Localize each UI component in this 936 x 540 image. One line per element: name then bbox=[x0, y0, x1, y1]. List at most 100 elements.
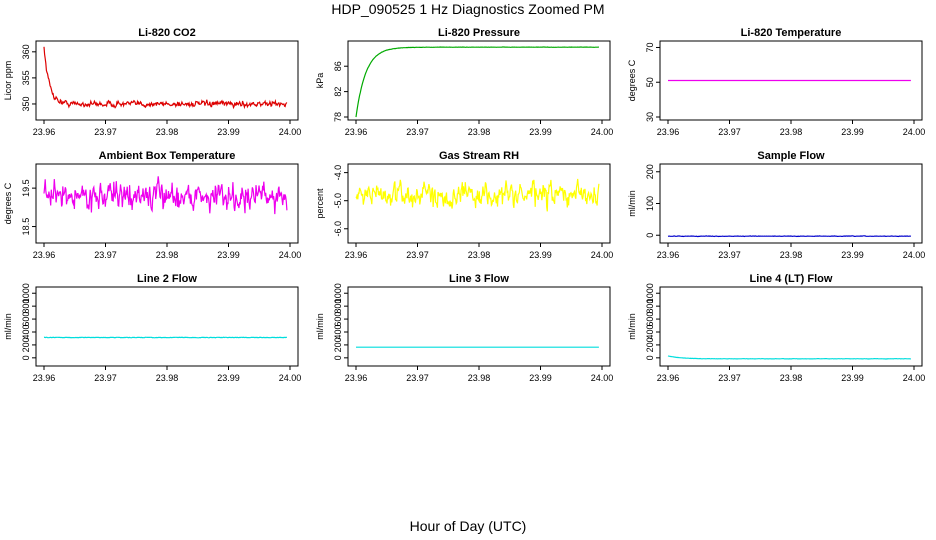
panel-6: Sample Flow ml/min 0 100 200 23.96 23.97 23.98 2… bbox=[627, 150, 925, 260]
panel-5: Gas Stream RH percent -6.0 -5.0 -4.0 23.96 23.… bbox=[315, 150, 613, 260]
plot-frame bbox=[347, 163, 611, 244]
x-tick-label: 23.99 bbox=[841, 373, 864, 383]
y-tick-label: 800 bbox=[645, 299, 655, 314]
y-tick-label: 200 bbox=[333, 337, 343, 352]
panel-1: Li-820 CO2 Licor ppm 350 355 360 23.96 23.97 23… bbox=[3, 27, 301, 137]
x-tick-label: 23.97 bbox=[718, 250, 741, 260]
panel-title: Line 4 (LT) Flow bbox=[750, 273, 833, 285]
x-tick-label: 23.96 bbox=[345, 373, 368, 383]
x-tick-label: 24.00 bbox=[279, 127, 302, 137]
y-tick-label: 200 bbox=[645, 164, 655, 179]
plot-frame bbox=[35, 163, 299, 244]
y-tick-label: 30 bbox=[645, 112, 655, 122]
x-tick-label: 23.98 bbox=[780, 250, 803, 260]
y-tick-label: -4.0 bbox=[333, 165, 343, 181]
x-tick-label: 23.99 bbox=[217, 373, 240, 383]
x-tick-label: 23.97 bbox=[94, 250, 117, 260]
x-tick-label: 23.96 bbox=[345, 250, 368, 260]
panel-title: Li-820 CO2 bbox=[138, 27, 195, 39]
panel-title: Sample Flow bbox=[757, 150, 825, 162]
series-line bbox=[667, 235, 912, 238]
series-line bbox=[355, 178, 600, 212]
y-tick-label: 350 bbox=[21, 96, 31, 111]
y-tick-label: 0 bbox=[333, 355, 343, 360]
y-tick-label: 800 bbox=[333, 299, 343, 314]
y-tick-label: 0 bbox=[645, 233, 655, 238]
y-tick-label: 200 bbox=[21, 337, 31, 352]
x-tick-label: 23.96 bbox=[33, 250, 56, 260]
series-line bbox=[355, 46, 599, 118]
panel-3: Li-820 Temperature degrees C 30 50 70 23.96 23… bbox=[627, 27, 925, 137]
x-tick-label: 23.98 bbox=[468, 250, 491, 260]
y-axis-label: ml/min bbox=[3, 313, 13, 340]
y-axis-label: Licor ppm bbox=[3, 61, 13, 101]
y-tick-label: 19.5 bbox=[21, 179, 31, 197]
y-tick-label: 0 bbox=[21, 355, 31, 360]
panel-title: Gas Stream RH bbox=[439, 150, 519, 162]
x-tick-label: 23.99 bbox=[841, 250, 864, 260]
y-tick-label: -5.0 bbox=[333, 193, 343, 209]
y-tick-label: 78 bbox=[333, 112, 343, 122]
y-tick-label: 400 bbox=[333, 324, 343, 339]
panel-title: Ambient Box Temperature bbox=[99, 150, 236, 162]
plot-frame bbox=[659, 163, 923, 244]
y-axis-label: ml/min bbox=[315, 313, 325, 340]
x-tick-label: 23.98 bbox=[156, 373, 179, 383]
x-tick-label: 24.00 bbox=[591, 250, 614, 260]
x-tick-label: 23.98 bbox=[468, 127, 491, 137]
y-tick-label: 200 bbox=[645, 337, 655, 352]
x-tick-label: 23.97 bbox=[406, 250, 429, 260]
x-tick-label: 23.99 bbox=[529, 127, 552, 137]
y-tick-label: 1000 bbox=[21, 283, 31, 303]
page-title: HDP_090525 1 Hz Diagnostics Zoomed PM bbox=[331, 1, 605, 17]
plot-frame bbox=[659, 286, 923, 367]
y-tick-label: 70 bbox=[645, 42, 655, 52]
series-line bbox=[667, 355, 911, 360]
y-tick-label: 800 bbox=[21, 299, 31, 314]
plot-frame bbox=[35, 286, 299, 367]
x-tick-label: 23.96 bbox=[33, 127, 56, 137]
x-tick-label: 23.99 bbox=[529, 373, 552, 383]
y-tick-label: 82 bbox=[333, 87, 343, 97]
y-tick-label: 86 bbox=[333, 61, 343, 71]
x-tick-label: 23.96 bbox=[657, 373, 680, 383]
y-axis-label: degrees C bbox=[627, 59, 637, 101]
x-tick-label: 23.98 bbox=[780, 127, 803, 137]
panel-2: Li-820 Pressure kPa 78 82 86 23.96 23.97 23.98 2… bbox=[315, 27, 613, 137]
x-tick-label: 23.98 bbox=[780, 373, 803, 383]
y-tick-label: 18.5 bbox=[21, 218, 31, 236]
x-tick-label: 23.97 bbox=[406, 373, 429, 383]
panel-title: Li-820 Temperature bbox=[741, 27, 842, 39]
x-tick-label: 23.97 bbox=[94, 127, 117, 137]
y-tick-label: 600 bbox=[21, 312, 31, 327]
panel-title: Line 3 Flow bbox=[449, 273, 509, 285]
x-tick-label: 23.96 bbox=[657, 250, 680, 260]
x-tick-label: 24.00 bbox=[591, 127, 614, 137]
y-axis-label: ml/min bbox=[627, 190, 637, 217]
y-tick-label: 100 bbox=[645, 196, 655, 211]
x-tick-label: 24.00 bbox=[279, 373, 302, 383]
x-tick-label: 23.99 bbox=[841, 127, 864, 137]
x-tick-label: 24.00 bbox=[591, 373, 614, 383]
y-axis-label: degrees C bbox=[3, 182, 13, 224]
x-axis-label: Hour of Day (UTC) bbox=[409, 518, 527, 534]
x-tick-label: 23.96 bbox=[345, 127, 368, 137]
x-tick-label: 23.99 bbox=[217, 250, 240, 260]
plot-frame bbox=[347, 40, 611, 121]
plot-frame bbox=[347, 286, 611, 367]
y-tick-label: 360 bbox=[21, 44, 31, 59]
x-tick-label: 24.00 bbox=[903, 373, 926, 383]
x-tick-label: 23.96 bbox=[657, 127, 680, 137]
y-tick-label: 400 bbox=[645, 324, 655, 339]
y-tick-label: 600 bbox=[645, 312, 655, 327]
plot-frame bbox=[35, 40, 299, 121]
x-tick-label: 23.97 bbox=[718, 373, 741, 383]
series-line bbox=[43, 46, 288, 110]
x-tick-label: 24.00 bbox=[903, 127, 926, 137]
y-tick-label: 355 bbox=[21, 70, 31, 85]
y-tick-label: 0 bbox=[645, 355, 655, 360]
x-tick-label: 23.98 bbox=[156, 127, 179, 137]
y-axis-label: kPa bbox=[315, 73, 325, 89]
